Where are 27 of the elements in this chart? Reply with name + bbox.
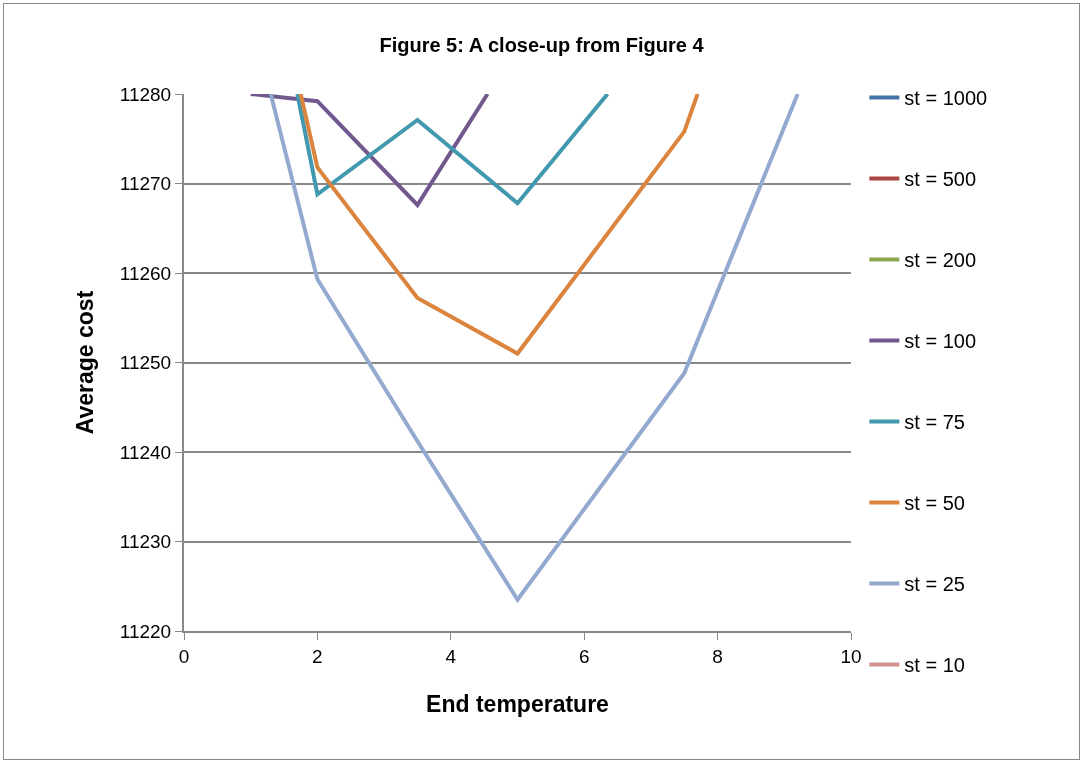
- y-tick-label: 11280: [119, 83, 172, 105]
- y-tick-label: 11220: [119, 620, 172, 642]
- line-series: [298, 94, 700, 356]
- line-series: [268, 94, 800, 602]
- y-tick-label: 11270: [119, 173, 172, 195]
- y-tick-label: 11230: [119, 531, 172, 553]
- legend-label: st = 75: [904, 411, 965, 434]
- legend-label: st = 100: [904, 330, 977, 353]
- x-tick-label: 10: [840, 645, 862, 667]
- y-axis-title: Average cost: [71, 290, 98, 435]
- line-series: [295, 94, 610, 206]
- x-tick-label: 2: [312, 645, 323, 667]
- legend-label: st = 500: [904, 168, 977, 191]
- chart-title: Figure 5: A close-up from Figure 4: [379, 33, 705, 56]
- x-tick-label: 8: [712, 645, 723, 667]
- legend-label: st = 10: [904, 654, 965, 677]
- legend-label: st = 50: [904, 492, 965, 515]
- legend-label: st = 200: [904, 249, 977, 272]
- x-tick-label: 0: [178, 645, 190, 667]
- legend-label: st = 1000: [904, 87, 988, 110]
- x-tick-label: 6: [578, 645, 590, 667]
- x-tick-label: 4: [445, 645, 457, 667]
- y-tick-label: 11240: [119, 441, 172, 463]
- x-axis-title: End temperature: [426, 690, 609, 717]
- legend-label: st = 25: [904, 573, 965, 596]
- y-tick-label: 11260: [119, 262, 172, 284]
- y-tick-label: 11250: [119, 352, 172, 374]
